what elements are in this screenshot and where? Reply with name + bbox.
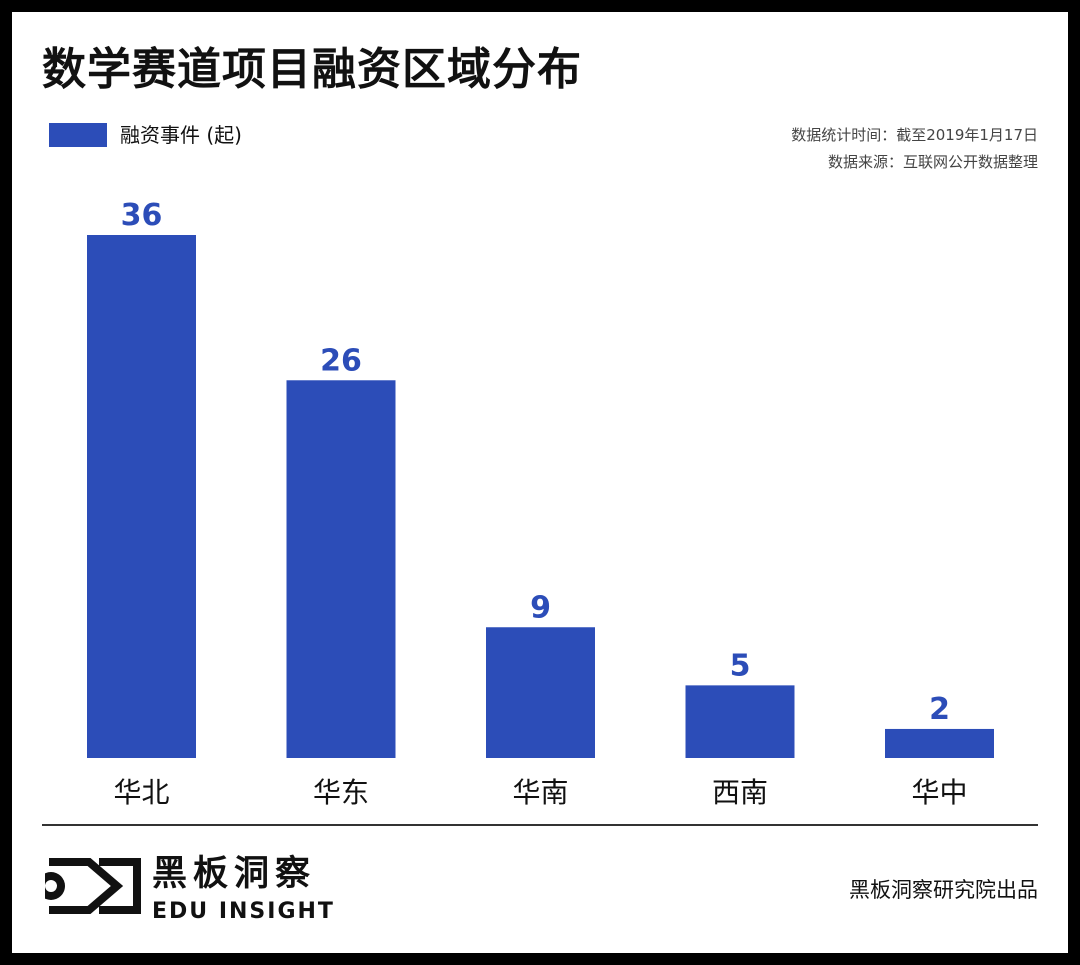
publisher-credit: 黑板洞察研究院出品 [849,878,1038,902]
chart-title: 数学赛道项目融资区域分布 [42,44,582,95]
category-label: 华中 [911,776,967,809]
bar-华东 [286,380,396,758]
category-label: 华东 [313,776,369,809]
category-label: 西南 [712,776,768,809]
bar-value-label: 2 [929,692,950,727]
brand-tagline: EDU INSIGHT [152,899,335,924]
legend-swatch [49,123,107,147]
bar-西南 [685,685,795,758]
date-note: 数据统计时间：截至2019年1月17日 [791,126,1038,144]
chart-card: 数学赛道项目融资区域分布 融资事件 (起) 数据统计时间：截至2019年1月17… [12,12,1068,953]
bar-chart: 36 华北 26 华东 9 华南 5 西南 2 华中 [87,198,994,809]
brand-name: 黑板洞察 [152,854,317,894]
eye-frame-logo-icon [45,858,141,914]
bar-value-label: 36 [121,198,163,233]
bar-华南 [486,627,595,758]
source-notes: 数据统计时间：截至2019年1月17日 数据来源：互联网公开数据整理 [791,122,1038,176]
legend-label: 融资事件 (起) [120,123,242,147]
bar-华中 [885,728,994,758]
bar-value-label: 5 [730,648,751,683]
divider [42,824,1038,826]
bar-value-label: 26 [320,343,362,378]
category-label: 华南 [512,776,568,809]
bar-value-label: 9 [530,590,551,625]
category-label: 华北 [113,776,169,809]
bar-华北 [87,235,196,758]
source-note: 数据来源：互联网公开数据整理 [827,153,1038,171]
